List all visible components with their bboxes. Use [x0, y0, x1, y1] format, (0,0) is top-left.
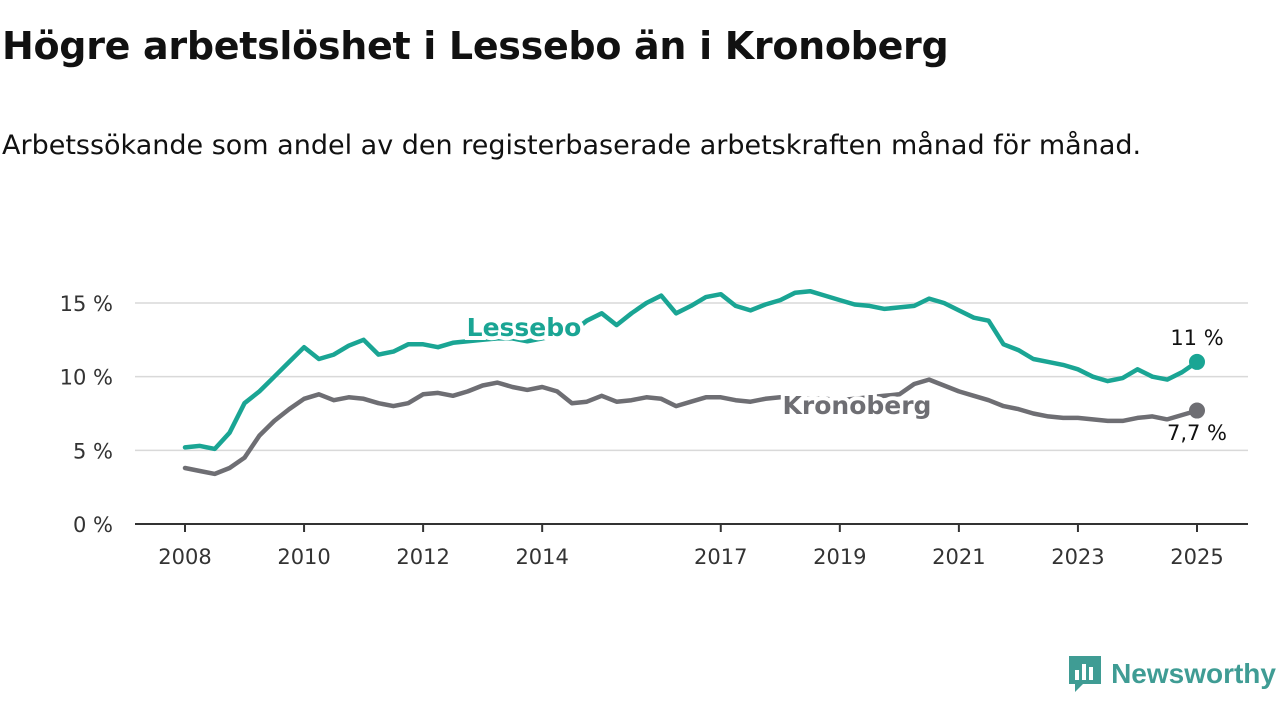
x-tick-label: 2008 [158, 545, 211, 569]
series-line-lessebo [182, 288, 1200, 452]
brand-name: Newsworthy [1111, 658, 1276, 689]
line-chart: 0 %5 %10 %15 % 2008 2010 2012 2014 2017 2019 2… [60, 288, 1248, 569]
series-end-marker [1189, 353, 1205, 370]
x-tick-label: 2014 [515, 545, 568, 569]
series-end-marker [1189, 402, 1205, 419]
x-tick-label: 2025 [1170, 545, 1223, 569]
series [182, 288, 1205, 477]
x-tick-label: 2021 [932, 545, 985, 569]
series-end-value-label: 11 % [1170, 326, 1223, 350]
y-axis-ticks: 0 % 5 % 10 % 15 % [60, 292, 113, 537]
x-tick-label: 2023 [1051, 545, 1104, 569]
x-axis-ticks: 2008 2010 2012 2014 2017 2019 2021 2023 2025 [158, 524, 1224, 569]
y-tick-label: 10 % [60, 366, 113, 390]
x-tick-label: 2017 [694, 545, 747, 569]
series-label: Kronoberg [783, 391, 932, 420]
series-labels: Lessebo 11 % Kronoberg 7,7 % [463, 309, 1230, 448]
x-tick-label: 2010 [277, 545, 330, 569]
y-tick-label: 15 % [60, 292, 113, 316]
chart-title: Högre arbetslöshet i Lessebo än i Kronob… [2, 24, 949, 68]
x-tick-label: 2019 [813, 545, 866, 569]
brand-logo: Newsworthy [1067, 654, 1276, 694]
chart-subtitle: Arbetssökande som andel av den registerb… [2, 130, 1142, 161]
newsworthy-logo-icon [1069, 656, 1102, 692]
y-tick-label: 5 % [73, 439, 113, 463]
y-tick-label: 0 % [73, 513, 113, 537]
gridlines [135, 302, 1248, 452]
series-end-value-label: 7,7 % [1167, 421, 1227, 445]
x-tick-label: 2012 [396, 545, 449, 569]
series-line-kronoberg [182, 377, 1200, 477]
series-label: Lessebo [467, 313, 582, 342]
